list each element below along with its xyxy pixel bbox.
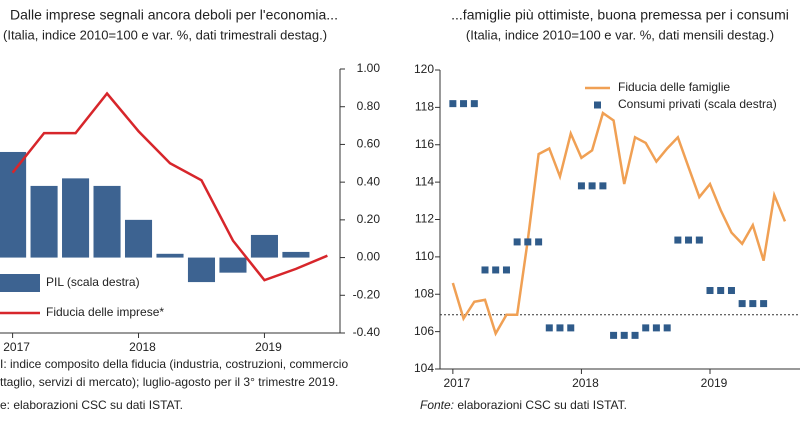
note: ttaglio, servizi di mercato); luglio-ago…	[0, 375, 338, 389]
bar	[30, 185, 58, 258]
bar	[0, 151, 27, 258]
marker	[610, 331, 618, 339]
marker	[545, 324, 553, 332]
bar	[187, 257, 216, 283]
marker	[706, 287, 714, 295]
x-tick-label: 2017	[3, 340, 30, 354]
marker	[449, 100, 457, 108]
marker	[492, 266, 500, 274]
bar	[282, 251, 310, 258]
marker	[502, 266, 510, 274]
marker	[556, 324, 564, 332]
y-tick-label: 0.80	[357, 99, 381, 113]
marker	[695, 236, 703, 244]
x-tick-label: 2019	[701, 376, 728, 390]
marker	[642, 324, 650, 332]
x-tick-label: 2019	[255, 340, 282, 354]
bar	[156, 253, 184, 258]
bar	[93, 185, 121, 258]
marker	[524, 238, 532, 246]
y-tick-label: 0.00	[357, 250, 381, 264]
y-tick-label: 0.60	[357, 137, 381, 151]
legend-label: PIL (scala destra)	[46, 275, 140, 289]
chart-title: Dalle imprese segnali ancora deboli per …	[10, 7, 338, 23]
legend-label: Consumi privati (scala destra)	[618, 97, 777, 111]
marker	[513, 238, 521, 246]
marker	[663, 324, 671, 332]
legend-label: Fiducia delle imprese*	[46, 305, 164, 319]
source: Fonte: elaborazioni CSC su dati ISTAT.	[420, 398, 627, 412]
marker	[588, 182, 596, 190]
y-tick-label: -0.40	[353, 325, 381, 339]
y-tick-label: 120	[414, 62, 434, 76]
bar	[124, 219, 153, 258]
marker	[685, 236, 693, 244]
x-tick-label: 2017	[444, 376, 471, 390]
bar	[219, 257, 247, 273]
marker	[577, 182, 585, 190]
marker	[567, 324, 575, 332]
chart-title: ...famiglie più ottimiste, buona premess…	[451, 7, 789, 23]
marker	[717, 287, 725, 295]
source-text: elaborazioni CSC su dati ISTAT.	[457, 398, 627, 412]
source-label: Fonte:	[420, 398, 454, 412]
marker	[631, 331, 639, 339]
y-tick-label: 118	[415, 100, 434, 114]
marker	[674, 236, 682, 244]
marker	[760, 300, 768, 308]
y-tick-label: 112	[415, 212, 434, 226]
note: I: indice composito della fiducia (indus…	[0, 357, 348, 371]
y-tick-label: 0.20	[357, 212, 381, 226]
marker	[481, 266, 489, 274]
legend-swatch	[594, 101, 601, 109]
y-tick-label: 106	[414, 324, 434, 338]
marker	[652, 324, 660, 332]
marker	[620, 331, 628, 339]
bar	[62, 178, 90, 258]
chart-subtitle: (Italia, indice 2010=100 e var. %, dati …	[3, 27, 327, 42]
x-tick-label: 2018	[129, 340, 156, 354]
y-tick-label: -0.20	[353, 287, 381, 301]
y-tick-label: 116	[415, 137, 434, 151]
y-tick-label: 114	[415, 174, 434, 188]
y-tick-label: 108	[414, 286, 434, 300]
legend-swatch	[0, 274, 40, 292]
line	[11, 91, 328, 282]
legend-label: Fiducia delle famiglie	[618, 80, 730, 94]
marker	[470, 100, 478, 108]
y-tick-label: 110	[415, 249, 434, 263]
marker	[599, 182, 607, 190]
marker	[738, 300, 746, 308]
marker	[749, 300, 757, 308]
marker	[460, 100, 468, 108]
marker	[535, 238, 543, 246]
marker	[727, 287, 735, 295]
line	[451, 110, 787, 337]
note: e: elaborazioni CSC su dati ISTAT.	[0, 398, 183, 412]
x-tick-label: 2018	[572, 376, 599, 390]
y-tick-label: 104	[414, 361, 434, 375]
bar	[250, 234, 278, 258]
y-tick-label: 1.00	[357, 61, 381, 75]
chart-subtitle: (Italia, indice 2010=100 e var. %, dati …	[466, 27, 774, 42]
y-tick-label: 0.40	[357, 174, 381, 188]
